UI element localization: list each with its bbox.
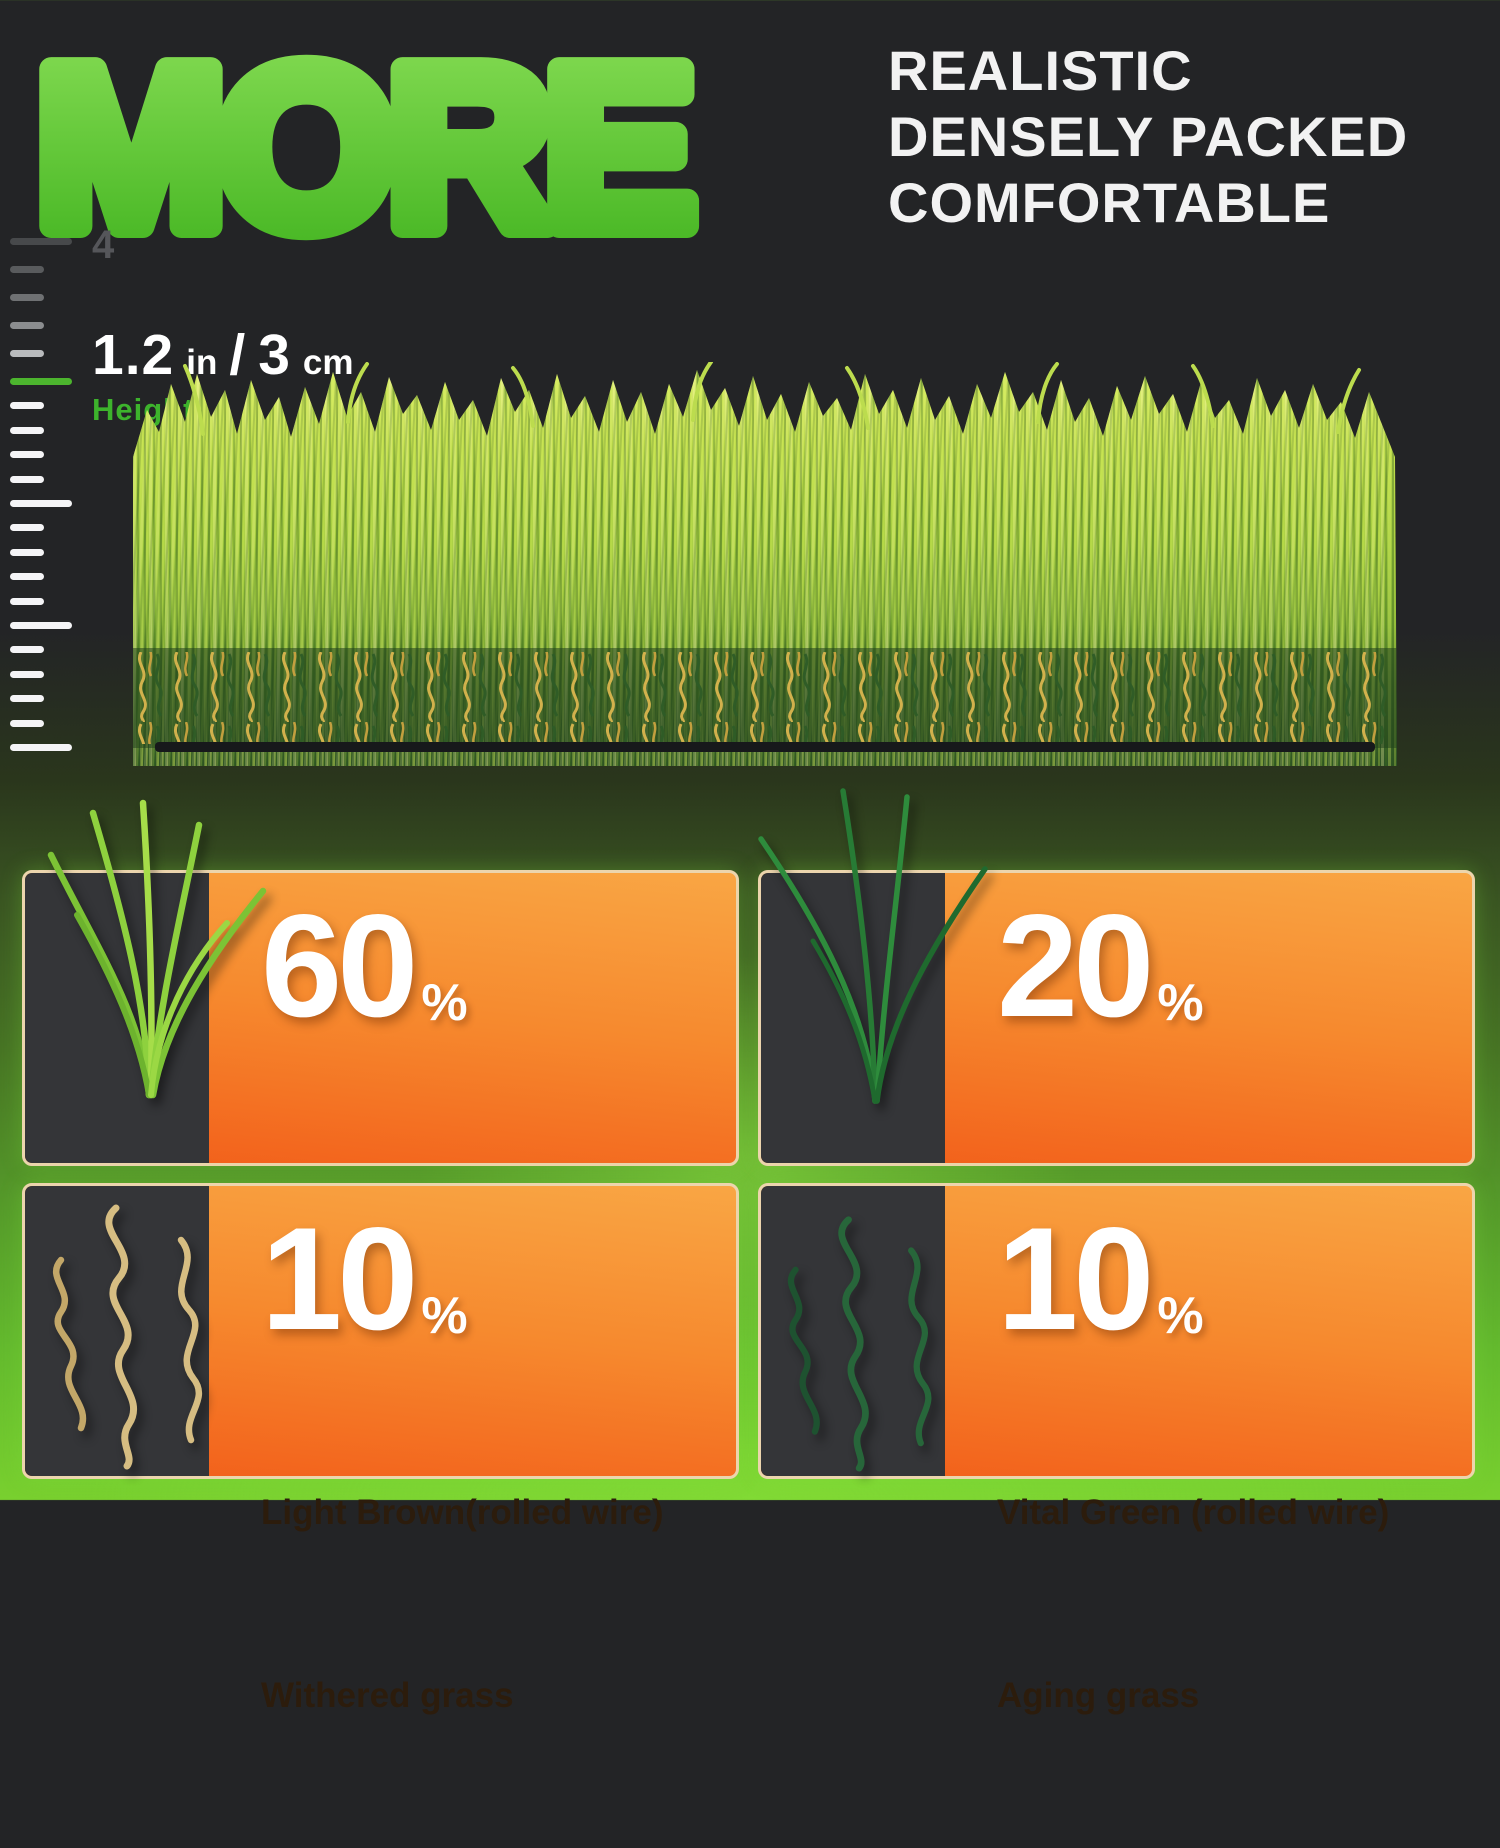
height-measurement: 1.2 in / 3 cm Height xyxy=(92,322,354,428)
height-value-cm: 3 xyxy=(258,323,291,387)
percent-value: 60 xyxy=(261,884,418,1047)
percent-sign: % xyxy=(1157,1287,1204,1345)
headline-more-svg: MORE xyxy=(24,9,708,287)
vital-green-rolled-wire-icon xyxy=(787,1216,932,1472)
card-1-percent: 60 % xyxy=(261,893,736,1039)
card-4-content: 10 % Vital Green (rolled wire) Aging gra… xyxy=(997,1186,1472,1848)
card-4-description: Vital Green (rolled wire) Aging grass xyxy=(997,1360,1472,1848)
headline-more-text: MORE xyxy=(36,21,688,253)
card-3-description: Light Brown(rolled wire) Withered grass xyxy=(261,1360,736,1848)
turf-infographic-page: { "header": { "title": "MORE", "features… xyxy=(0,0,1500,1715)
feature-line-realistic: REALISTIC xyxy=(888,39,1193,102)
card-2-blade-panel xyxy=(758,788,988,1163)
turf-sample-photo xyxy=(133,360,1397,766)
height-unit-cm: cm xyxy=(302,343,354,382)
card-1-blade-panel xyxy=(25,799,267,1163)
card-3-content: 10 % Light Brown(rolled wire) Withered g… xyxy=(261,1186,736,1848)
height-ruler: 4 xyxy=(8,223,158,765)
card-3-blade-panel xyxy=(25,1186,209,1476)
desc-line-2: Withered grass xyxy=(261,1676,514,1715)
ruler-ticks: 4 xyxy=(10,223,115,751)
turf-illustration xyxy=(133,360,1397,766)
percent-value: 10 xyxy=(997,1197,1154,1360)
headline-more: MORE xyxy=(24,8,856,287)
desc-line-1: Light Brown(rolled wire) xyxy=(261,1493,664,1532)
light-green-straight-blades-icon xyxy=(47,799,267,1099)
card-4-percent: 10 % xyxy=(997,1206,1472,1352)
percent-sign: % xyxy=(1157,974,1204,1032)
card-vital-green-rolled-wire: 10 % Vital Green (rolled wire) Aging gra… xyxy=(758,1183,1475,1715)
light-brown-rolled-wire-icon xyxy=(52,1204,202,1470)
percent-value: 20 xyxy=(997,884,1154,1047)
card-light-brown-rolled-wire: 10 % Light Brown(rolled wire) Withered g… xyxy=(22,1183,739,1715)
height-value-inches: 1.2 xyxy=(92,323,175,387)
desc-line-1: Vital Green (rolled wire) xyxy=(997,1493,1390,1532)
headline-features: REALISTIC DENSELY PACKED COMFORTABLE xyxy=(888,38,1468,236)
percent-value: 10 xyxy=(261,1197,418,1360)
height-separator: / xyxy=(229,323,247,387)
composition-cards: 60 % Light Green (straight) Young grass … xyxy=(22,788,1475,1715)
card-2-percent: 20 % xyxy=(997,893,1472,1039)
feature-line-comfortable: COMFORTABLE xyxy=(888,171,1331,234)
card-vital-green-straight: 20 % Vital Green (straight) Mature grass xyxy=(758,788,1475,1402)
card-3-percent: 10 % xyxy=(261,1206,736,1352)
card-light-green-straight: 60 % Light Green (straight) Young grass xyxy=(22,799,739,1402)
card-4-blade-panel xyxy=(761,1186,945,1476)
desc-line-2: Aging grass xyxy=(997,1676,1200,1715)
vital-green-straight-blades-icon xyxy=(758,788,988,1104)
feature-line-densely-packed: DENSELY PACKED xyxy=(888,105,1409,168)
percent-sign: % xyxy=(421,974,468,1032)
height-unit-inches: in xyxy=(186,343,218,382)
percent-sign: % xyxy=(421,1287,468,1345)
ruler-label-4: 4 xyxy=(92,230,115,267)
